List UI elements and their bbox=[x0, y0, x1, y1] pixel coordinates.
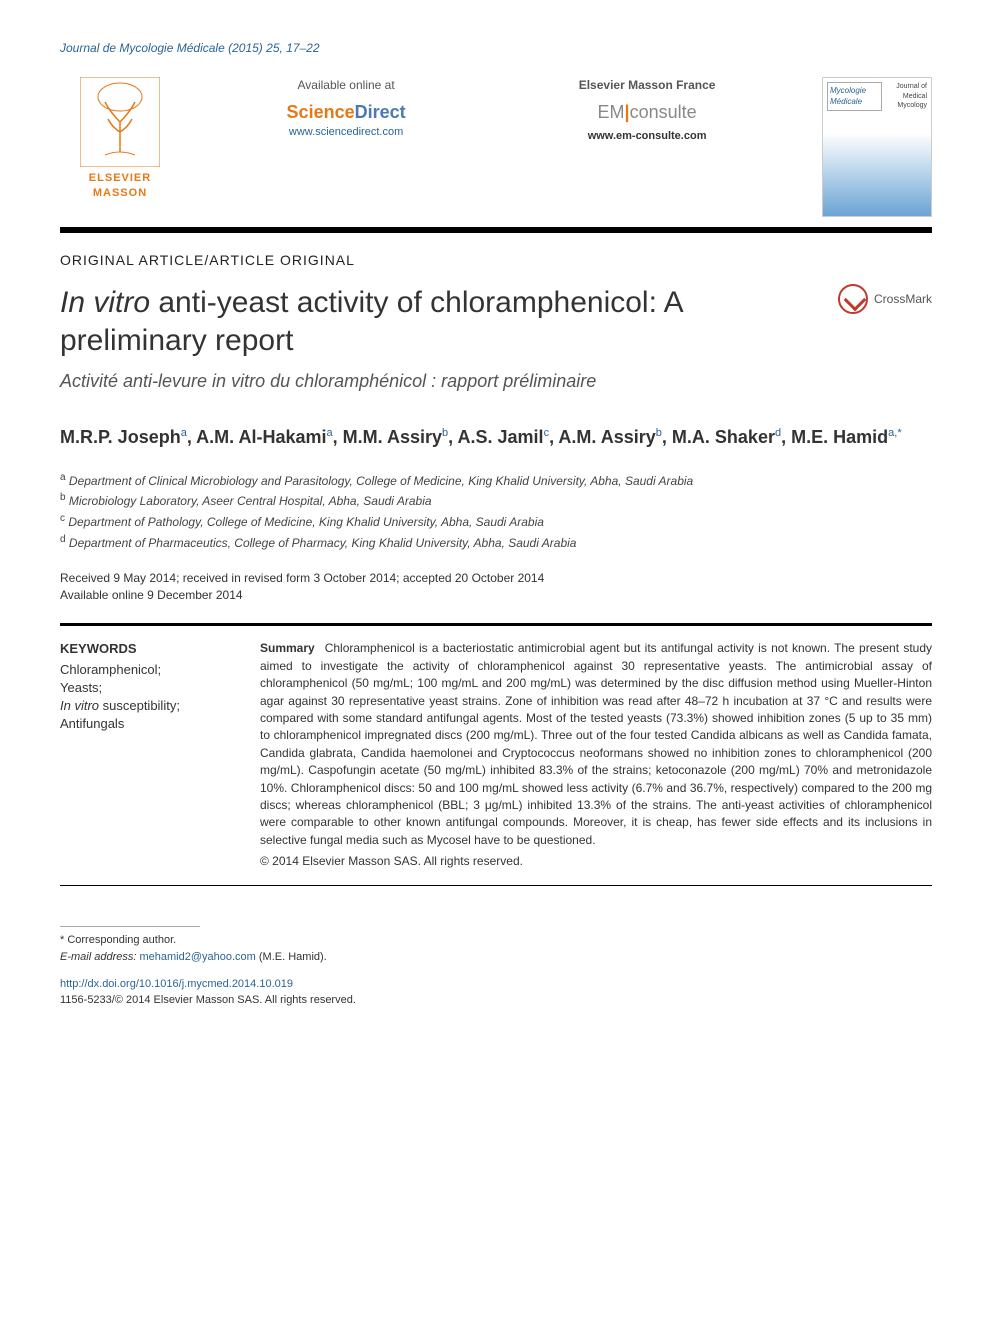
header-divider bbox=[60, 227, 932, 233]
affiliation: c Department of Pathology, College of Me… bbox=[60, 512, 932, 531]
crossmark-icon bbox=[838, 284, 868, 314]
keywords-heading: KEYWORDS bbox=[60, 640, 230, 658]
corresponding-author: * Corresponding author. bbox=[60, 933, 932, 948]
author: A.S. Jamilc bbox=[458, 427, 550, 447]
issn-copyright: 1156-5233/© 2014 Elsevier Masson SAS. Al… bbox=[60, 993, 932, 1008]
sciencedirect-logo: ScienceDirect bbox=[287, 100, 406, 125]
author: A.M. Al-Hakamia bbox=[196, 427, 332, 447]
email-suffix: (M.E. Hamid). bbox=[259, 951, 327, 963]
sd-dir: Direct bbox=[355, 102, 406, 122]
sd-sci: Science bbox=[287, 102, 355, 122]
rh-volpages: 25, 17–22 bbox=[266, 41, 319, 55]
emconsulte-logo: EM|consulte bbox=[579, 100, 716, 125]
rh-journal: Journal de Mycologie Médicale bbox=[60, 41, 225, 55]
keywords-column: KEYWORDS Chloramphenicol;Yeasts;In vitro… bbox=[60, 640, 230, 870]
publisher-logo-block: ELSEVIER MASSON bbox=[60, 77, 180, 202]
title-rest: anti-yeast activity of chloramphenicol: … bbox=[60, 286, 682, 357]
crossmark-label: CrossMark bbox=[874, 291, 932, 308]
running-head: Journal de Mycologie Médicale (2015) 25,… bbox=[60, 40, 932, 57]
cover-top: Mycologie Médicale Journal of Medical My… bbox=[827, 82, 927, 111]
affiliations-list: a Department of Clinical Microbiology an… bbox=[60, 471, 932, 552]
email-label: E-mail address: bbox=[60, 951, 136, 963]
header-row: ELSEVIER MASSON Available online at Scie… bbox=[60, 77, 932, 217]
author: M.A. Shakerd bbox=[672, 427, 781, 447]
article-title: In vitro anti-yeast activity of chloramp… bbox=[60, 284, 760, 359]
summary-copyright: © 2014 Elsevier Masson SAS. All rights r… bbox=[260, 853, 932, 870]
authors-list: M.R.P. Josepha, A.M. Al-Hakamia, M.M. As… bbox=[60, 424, 932, 451]
elsevier-tree-icon bbox=[80, 77, 160, 167]
available-label: Available online at bbox=[287, 77, 406, 94]
emconsulte-block: Elsevier Masson France EM|consulte www.e… bbox=[579, 77, 716, 144]
sciencedirect-block: Available online at ScienceDirect www.sc… bbox=[287, 77, 406, 144]
footer-separator bbox=[60, 926, 200, 927]
rh-year: (2015) bbox=[228, 41, 263, 55]
email-address[interactable]: mehamid2@yahoo.com bbox=[139, 951, 255, 963]
affiliation: a Department of Clinical Microbiology an… bbox=[60, 471, 932, 490]
article-dates: Received 9 May 2014; received in revised… bbox=[60, 570, 932, 604]
summary-lead: Summary bbox=[260, 641, 315, 655]
cover-subtitle: Journal of Medical Mycology bbox=[887, 82, 927, 111]
article-subtitle: Activité anti-levure in vitro du chloram… bbox=[60, 369, 932, 393]
title-row: In vitro anti-yeast activity of chloramp… bbox=[60, 284, 932, 369]
crossmark-badge[interactable]: CrossMark bbox=[838, 284, 932, 314]
publisher-name: ELSEVIER MASSON bbox=[60, 171, 180, 202]
email-line: E-mail address: mehamid2@yahoo.com (M.E.… bbox=[60, 950, 932, 965]
header-center: Available online at ScienceDirect www.sc… bbox=[180, 77, 822, 144]
keywords-list: Chloramphenicol;Yeasts;In vitro suscepti… bbox=[60, 661, 230, 734]
dates-online: Available online 9 December 2014 bbox=[60, 587, 932, 604]
journal-cover-thumbnail: Mycologie Médicale Journal of Medical My… bbox=[822, 77, 932, 217]
title-italic: In vitro bbox=[60, 286, 150, 319]
author: A.M. Assiryb bbox=[558, 427, 662, 447]
em-right: consulte bbox=[630, 102, 697, 122]
emconsulte-url[interactable]: www.em-consulte.com bbox=[579, 129, 716, 144]
author: M.R.P. Josepha bbox=[60, 427, 187, 447]
em-left: EM bbox=[598, 102, 625, 122]
summary-body: Chloramphenicol is a bacteriostatic anti… bbox=[260, 641, 932, 846]
author: M.M. Assiryb bbox=[343, 427, 449, 447]
summary-column: SummaryChloramphenicol is a bacteriostat… bbox=[260, 640, 932, 870]
emf-label: Elsevier Masson France bbox=[579, 77, 716, 94]
dates-received: Received 9 May 2014; received in revised… bbox=[60, 570, 932, 587]
abstract-box: KEYWORDS Chloramphenicol;Yeasts;In vitro… bbox=[60, 623, 932, 885]
affiliation: d Department of Pharmaceutics, College o… bbox=[60, 533, 932, 552]
cover-title: Mycologie Médicale bbox=[827, 82, 882, 111]
article-type-label: ORIGINAL ARTICLE/ARTICLE ORIGINAL bbox=[60, 251, 932, 271]
sciencedirect-url[interactable]: www.sciencedirect.com bbox=[287, 125, 406, 140]
affiliation: b Microbiology Laboratory, Aseer Central… bbox=[60, 491, 932, 510]
author: M.E. Hamida,* bbox=[791, 427, 901, 447]
doi-link[interactable]: http://dx.doi.org/10.1016/j.mycmed.2014.… bbox=[60, 977, 932, 992]
